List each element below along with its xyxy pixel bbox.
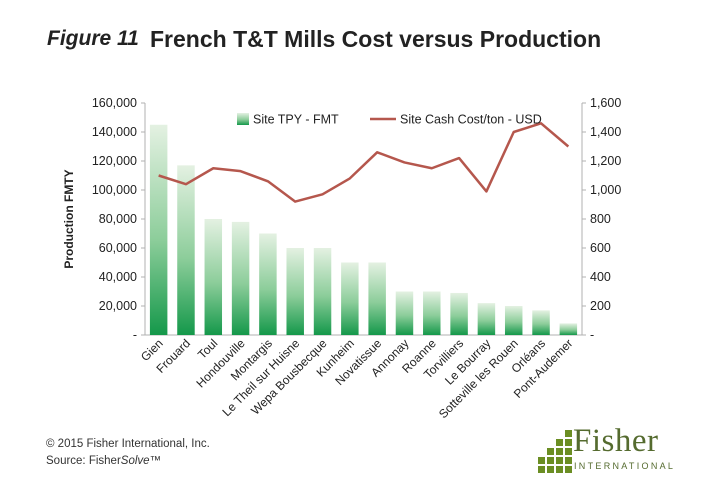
bar	[204, 219, 223, 335]
legend-swatch-bars	[237, 113, 249, 125]
y-axis-label: Production FMTY	[62, 169, 76, 268]
bar	[341, 262, 359, 335]
bar	[149, 124, 168, 335]
bar	[504, 306, 523, 335]
copyright: © 2015 Fisher International, Inc.	[46, 438, 210, 450]
bar	[368, 262, 386, 335]
figure-label: Figure 11	[47, 27, 139, 50]
bar	[559, 323, 578, 335]
chart-title: French T&T Mills Cost versus Production	[150, 26, 602, 52]
line-series	[158, 122, 570, 203]
bar	[423, 291, 441, 335]
cost-line	[158, 122, 570, 203]
y-tick-label: -	[133, 328, 137, 342]
chart: Site TPY - FMT Site Cash Cost/ton - USD -…	[62, 96, 621, 420]
source-italic: Solve	[120, 455, 150, 467]
y2-tick-label: 1,000	[590, 183, 621, 197]
y-tick-label: 40,000	[99, 270, 137, 284]
fisher-logo-icon	[538, 430, 572, 473]
logo-name: Fisher	[573, 423, 659, 459]
y2-tick-label: 1,400	[590, 125, 621, 139]
y-tick-label: 140,000	[92, 125, 137, 139]
y2-tick-label: 400	[590, 270, 611, 284]
y2-tick-label: -	[590, 328, 594, 342]
bar	[313, 248, 332, 335]
y-tick-label: 80,000	[99, 212, 137, 226]
y2-tick-label: 600	[590, 241, 611, 255]
bar	[395, 291, 414, 335]
source-suffix: ™	[149, 455, 162, 467]
legend: Site TPY - FMT Site Cash Cost/ton - USD	[237, 113, 542, 127]
legend-label-bars: Site TPY - FMT	[253, 113, 339, 127]
y-tick-label: 160,000	[92, 96, 137, 110]
bar	[177, 165, 195, 335]
y2-tick-label: 1,200	[590, 154, 621, 168]
bar	[532, 310, 550, 335]
bar	[477, 303, 496, 335]
y-tick-label: 120,000	[92, 154, 137, 168]
bar	[450, 292, 468, 335]
source: Source: FisherSolve™	[46, 455, 161, 467]
bar	[259, 233, 277, 335]
y-tick-label: 100,000	[92, 183, 137, 197]
legend-label-line: Site Cash Cost/ton - USD	[400, 113, 542, 127]
bar	[286, 248, 304, 335]
source-prefix: Source: Fisher	[46, 455, 121, 467]
logo-sub: INTERNATIONAL	[574, 461, 676, 471]
bar	[231, 221, 250, 335]
y2-tick-label: 1,600	[590, 96, 621, 110]
y2-tick-label: 800	[590, 212, 611, 226]
y-tick-label: 20,000	[99, 299, 137, 313]
y-tick-label: 60,000	[99, 241, 137, 255]
y2-tick-label: 200	[590, 299, 611, 313]
bar-series	[149, 124, 578, 335]
axis-labels: - 20,000 40,000 60,000 80,000 100,000 120,000 1…	[62, 96, 621, 420]
